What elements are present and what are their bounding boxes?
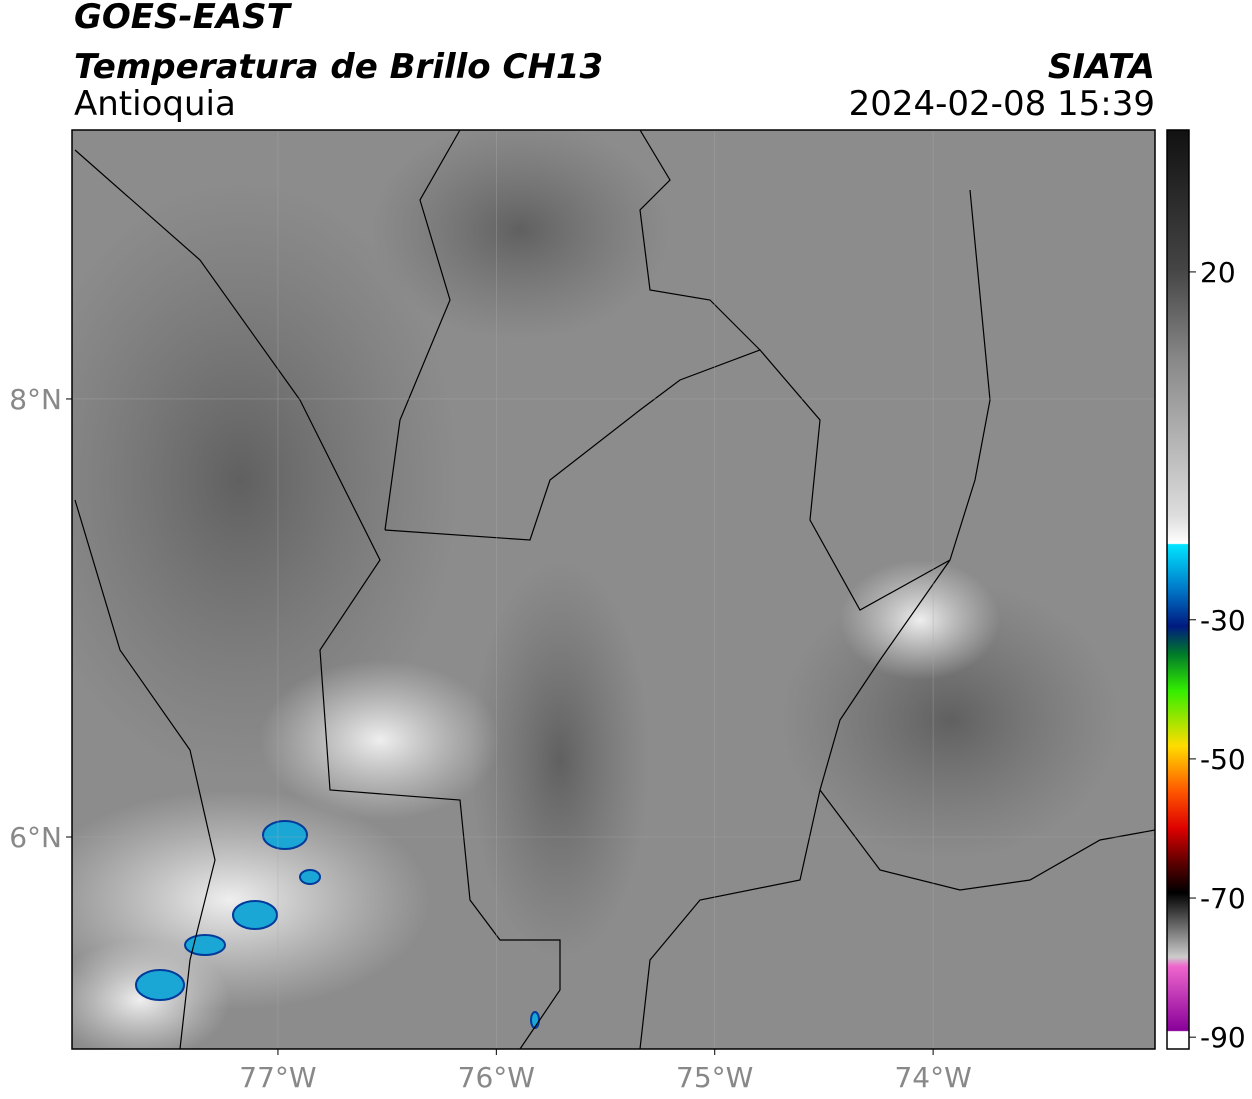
colorbar-tick-label: -70	[1200, 882, 1246, 915]
x-tick-label: 75°W	[676, 1061, 753, 1094]
region: Antioquia	[74, 84, 236, 124]
x-tick-label: 76°W	[458, 1061, 535, 1094]
colorbar	[1166, 129, 1190, 1050]
source: SIATA	[1048, 47, 1155, 87]
x-tick-label: 74°W	[894, 1061, 971, 1094]
colorbar-tick-label: 20	[1200, 256, 1236, 289]
y-tick-label: 6°N	[9, 821, 62, 854]
colorbar-tick-label: -30	[1200, 604, 1246, 637]
title: GOES-EAST	[74, 0, 293, 37]
y-tick-label: 8°N	[9, 383, 62, 416]
timestamp: 2024-02-08 15:39	[849, 84, 1155, 124]
map-frame	[71, 129, 1156, 1050]
colorbar-tick-label: -50	[1200, 743, 1246, 776]
map-image	[72, 130, 1155, 1049]
colorbar-tick-label: -90	[1200, 1021, 1246, 1054]
x-tick-label: 77°W	[239, 1061, 316, 1094]
grid	[72, 130, 1155, 1049]
subtitle: Temperatura de Brillo CH13	[74, 47, 603, 87]
